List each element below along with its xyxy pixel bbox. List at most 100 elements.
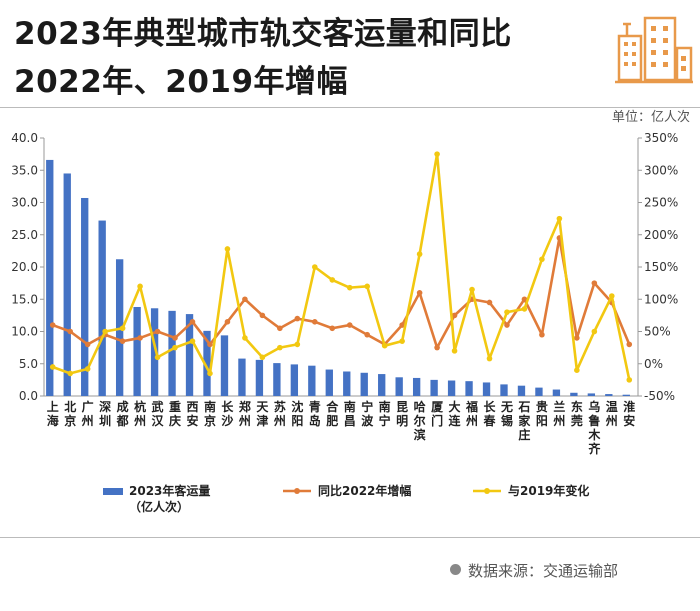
unit-label: 单位：亿人次 bbox=[611, 110, 690, 125]
change-2019-point bbox=[172, 344, 178, 351]
category-label: 宁波 bbox=[361, 399, 374, 428]
change-2019-point bbox=[451, 348, 458, 354]
bar bbox=[63, 173, 71, 396]
yoy-2022-point bbox=[189, 319, 196, 325]
change-2019-point bbox=[346, 284, 353, 291]
bar bbox=[517, 385, 526, 396]
legend-swatch-2019-point bbox=[484, 488, 490, 494]
category-label: 杭州 bbox=[133, 399, 146, 428]
left-tick-label: 15.0 bbox=[11, 292, 38, 306]
change-2019-point bbox=[329, 277, 336, 283]
change-2019-point bbox=[102, 328, 108, 335]
legend-label-2022: 同比2022年增幅 bbox=[318, 483, 411, 498]
bar bbox=[325, 369, 333, 396]
yoy-2022-point bbox=[119, 338, 126, 344]
right-tick-label: 50% bbox=[644, 325, 671, 339]
category-label: 长春 bbox=[482, 399, 496, 428]
footer-divider bbox=[0, 537, 700, 538]
bar bbox=[395, 377, 403, 396]
bar bbox=[290, 364, 299, 396]
bullet-dot bbox=[450, 564, 461, 575]
category-label: 上海 bbox=[47, 399, 59, 428]
category-label: 南昌 bbox=[344, 399, 356, 428]
bar bbox=[273, 363, 281, 396]
right-tick-label: -50% bbox=[644, 389, 675, 403]
yoy-2022-point bbox=[277, 325, 283, 332]
right-tick-label: 150% bbox=[644, 260, 678, 274]
right-tick-label: 200% bbox=[644, 228, 678, 242]
bar bbox=[465, 381, 473, 396]
bar bbox=[378, 374, 386, 396]
yoy-2022-point bbox=[311, 319, 318, 325]
yoy-2022-point bbox=[329, 325, 336, 332]
change-2019-point bbox=[49, 364, 56, 370]
yoy-2022-point bbox=[486, 299, 493, 306]
city-buildings-icon bbox=[615, 16, 693, 84]
left-tick-label: 35.0 bbox=[11, 163, 38, 177]
bar bbox=[552, 389, 561, 396]
right-tick-label: 100% bbox=[644, 292, 678, 306]
change-2019-point bbox=[364, 283, 371, 290]
yoy-2022-point bbox=[137, 335, 143, 341]
left-tick-label: 25.0 bbox=[11, 228, 38, 242]
bar bbox=[81, 197, 89, 396]
change-2019-point bbox=[574, 367, 580, 374]
left-tick-label: 30.0 bbox=[11, 196, 38, 210]
yoy-2022-point bbox=[259, 312, 266, 319]
category-label: 昆明 bbox=[396, 400, 408, 428]
category-label: 温州 bbox=[605, 400, 618, 428]
legend-swatch-2022-point bbox=[294, 488, 300, 494]
yoy-2022-point bbox=[434, 344, 440, 351]
change-2019-point bbox=[608, 293, 615, 299]
bar bbox=[98, 220, 106, 396]
change-2019-point bbox=[67, 370, 74, 377]
bar bbox=[412, 377, 421, 396]
yoy-2022-point bbox=[521, 296, 528, 303]
change-2019-point bbox=[259, 354, 266, 361]
change-2019-point bbox=[539, 256, 545, 263]
category-label: 哈尔滨 bbox=[414, 399, 426, 442]
change-2019-point bbox=[154, 354, 161, 361]
change-2019-point bbox=[242, 335, 248, 341]
legend-label-bar: 2023年客运量（亿人次） bbox=[129, 483, 210, 514]
category-label: 石家庄 bbox=[517, 400, 531, 442]
category-label: 贵阳 bbox=[536, 399, 548, 428]
bar bbox=[308, 365, 316, 396]
right-tick-label: 250% bbox=[644, 196, 678, 210]
yoy-2022-point bbox=[364, 331, 371, 338]
bar bbox=[150, 308, 159, 396]
chart-title-line2: 2022年、2019年增幅 bbox=[14, 64, 349, 100]
category-label: 西安 bbox=[186, 400, 198, 428]
yoy-2022-point bbox=[224, 319, 231, 325]
bar bbox=[238, 358, 246, 396]
category-label: 广州 bbox=[81, 399, 94, 428]
bar bbox=[622, 394, 630, 396]
bar bbox=[447, 380, 456, 396]
category-label: 厦门 bbox=[431, 399, 444, 428]
change-2019-point bbox=[277, 344, 283, 351]
category-label: 长沙 bbox=[221, 399, 234, 428]
bar bbox=[343, 371, 351, 396]
right-tick-label: 300% bbox=[644, 163, 678, 177]
category-label: 重庆 bbox=[168, 399, 181, 428]
header-divider bbox=[0, 107, 700, 108]
yoy-2022-point bbox=[539, 331, 545, 338]
left-tick-label: 40.0 bbox=[11, 131, 38, 145]
legend-swatch-bar bbox=[103, 488, 123, 495]
yoy-2022-point bbox=[242, 296, 248, 303]
category-label: 成都 bbox=[116, 399, 129, 428]
yoy-2022-point bbox=[67, 328, 74, 335]
right-tick-label: 0% bbox=[644, 357, 663, 371]
left-tick-label: 20.0 bbox=[11, 260, 38, 274]
yoy-2022-point bbox=[451, 312, 458, 319]
bar bbox=[430, 379, 438, 396]
category-label: 乌鲁木齐 bbox=[587, 399, 601, 456]
category-label: 兰州 bbox=[552, 399, 565, 428]
bar bbox=[46, 159, 54, 396]
yoy-2022-point bbox=[154, 328, 161, 335]
yoy-2022-point bbox=[207, 341, 213, 348]
bar bbox=[220, 335, 229, 396]
bar bbox=[535, 387, 543, 396]
left-tick-label: 5.0 bbox=[19, 357, 38, 371]
bar bbox=[360, 372, 368, 396]
